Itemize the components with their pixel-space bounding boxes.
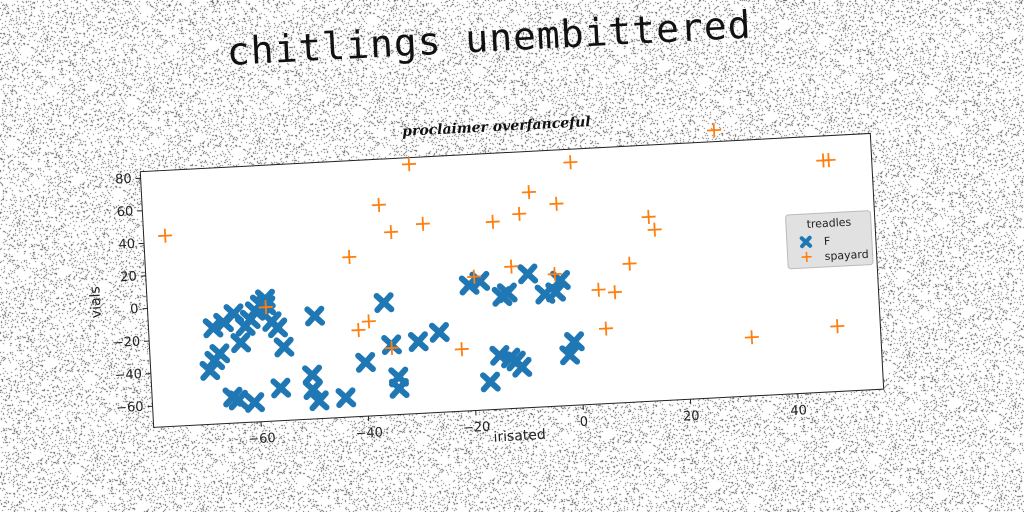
point-spayard: [467, 269, 482, 284]
point-spayard: [258, 300, 273, 315]
x-tick-label: −60: [248, 431, 276, 447]
point-f: [388, 378, 410, 399]
point-spayard: [591, 282, 606, 297]
point-f: [564, 331, 585, 352]
y-axis-label: vials: [87, 286, 105, 319]
y-tick-label: 20: [120, 269, 137, 285]
y-tick-label: −60: [116, 400, 144, 416]
point-f: [230, 332, 252, 354]
point-spayard: [401, 157, 417, 172]
legend: treadles F spayard: [785, 210, 874, 270]
x-tick-label: −20: [463, 420, 491, 436]
point-spayard: [415, 216, 430, 231]
point-spayard: [454, 342, 469, 357]
point-f: [244, 392, 266, 413]
y-tick-label: 80: [115, 172, 132, 188]
point-f: [267, 317, 289, 339]
point-spayard: [622, 256, 637, 271]
point-f: [302, 379, 324, 400]
point-spayard: [384, 340, 399, 355]
data-points: [158, 123, 845, 413]
legend-box: [785, 210, 874, 270]
point-spayard: [598, 321, 614, 336]
point-spayard: [647, 222, 662, 237]
point-spayard: [521, 185, 536, 200]
y-axis: −60 −40 −20 0 20 40 60 80: [112, 172, 153, 416]
legend-marker-spayard: [801, 251, 812, 262]
point-f: [559, 344, 581, 366]
point-spayard: [158, 228, 173, 243]
point-spayard: [830, 319, 845, 334]
point-spayard: [512, 206, 527, 221]
legend-label-f: F: [824, 235, 831, 248]
point-f: [209, 343, 231, 365]
point-spayard: [504, 259, 519, 274]
y-tick-label: −40: [114, 367, 142, 383]
point-spayard: [371, 197, 386, 212]
point-f: [373, 292, 395, 313]
y-tick-label: −20: [112, 335, 140, 351]
point-f: [429, 322, 450, 343]
point-f: [517, 263, 539, 285]
point-spayard: [563, 155, 578, 170]
plot-area: [139, 132, 885, 428]
point-f: [302, 364, 323, 386]
point-spayard: [342, 250, 357, 265]
point-f: [496, 282, 518, 304]
point-f: [270, 377, 292, 399]
x-axis-label: irisated: [493, 427, 546, 446]
x-axis: −60 −40 −20 0 20 40: [248, 393, 807, 447]
point-spayard: [744, 330, 759, 345]
point-spayard: [351, 323, 366, 338]
x-tick-label: 0: [579, 415, 588, 430]
y-tick-label: 60: [116, 204, 133, 220]
point-f: [199, 360, 221, 381]
legend-marker-f: [799, 235, 813, 249]
point-f: [273, 336, 295, 358]
point-spayard: [641, 209, 656, 224]
point-spayard: [485, 214, 500, 229]
x-tick-label: 40: [790, 403, 807, 419]
point-f: [304, 305, 326, 327]
point-f: [308, 390, 330, 412]
legend-title: treadles: [806, 216, 852, 231]
x-tick-label: 20: [683, 409, 700, 425]
point-spayard: [821, 153, 836, 168]
point-f: [335, 387, 357, 409]
point-f: [480, 371, 501, 393]
x-tick-label: −40: [355, 425, 383, 441]
chart-subtitle: proclaimer overfanceful: [402, 114, 591, 140]
point-f: [511, 356, 533, 378]
point-spayard: [547, 267, 562, 282]
point-spayard: [607, 285, 622, 300]
point-f: [355, 352, 376, 373]
y-tick-label: 0: [130, 302, 139, 317]
point-spayard: [384, 225, 399, 240]
point-f: [407, 331, 429, 353]
point-spayard: [549, 196, 564, 211]
point-spayard: [706, 123, 722, 138]
point-f: [545, 281, 567, 303]
y-tick-label: 40: [118, 237, 135, 253]
point-spayard: [361, 314, 376, 329]
point-f: [228, 389, 249, 411]
legend-label-spayard: spayard: [824, 248, 869, 263]
